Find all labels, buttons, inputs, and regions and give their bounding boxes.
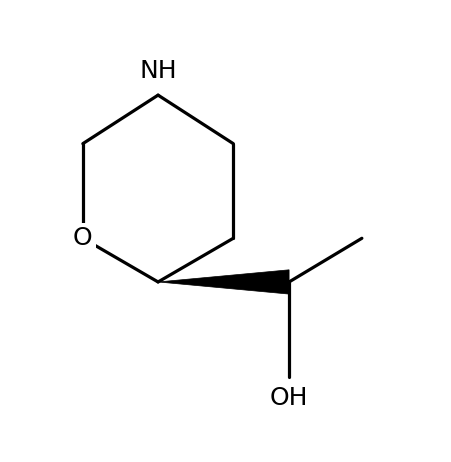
Polygon shape [158, 270, 289, 294]
Text: OH: OH [269, 386, 308, 410]
Text: O: O [73, 226, 92, 250]
Text: NH: NH [139, 59, 176, 83]
